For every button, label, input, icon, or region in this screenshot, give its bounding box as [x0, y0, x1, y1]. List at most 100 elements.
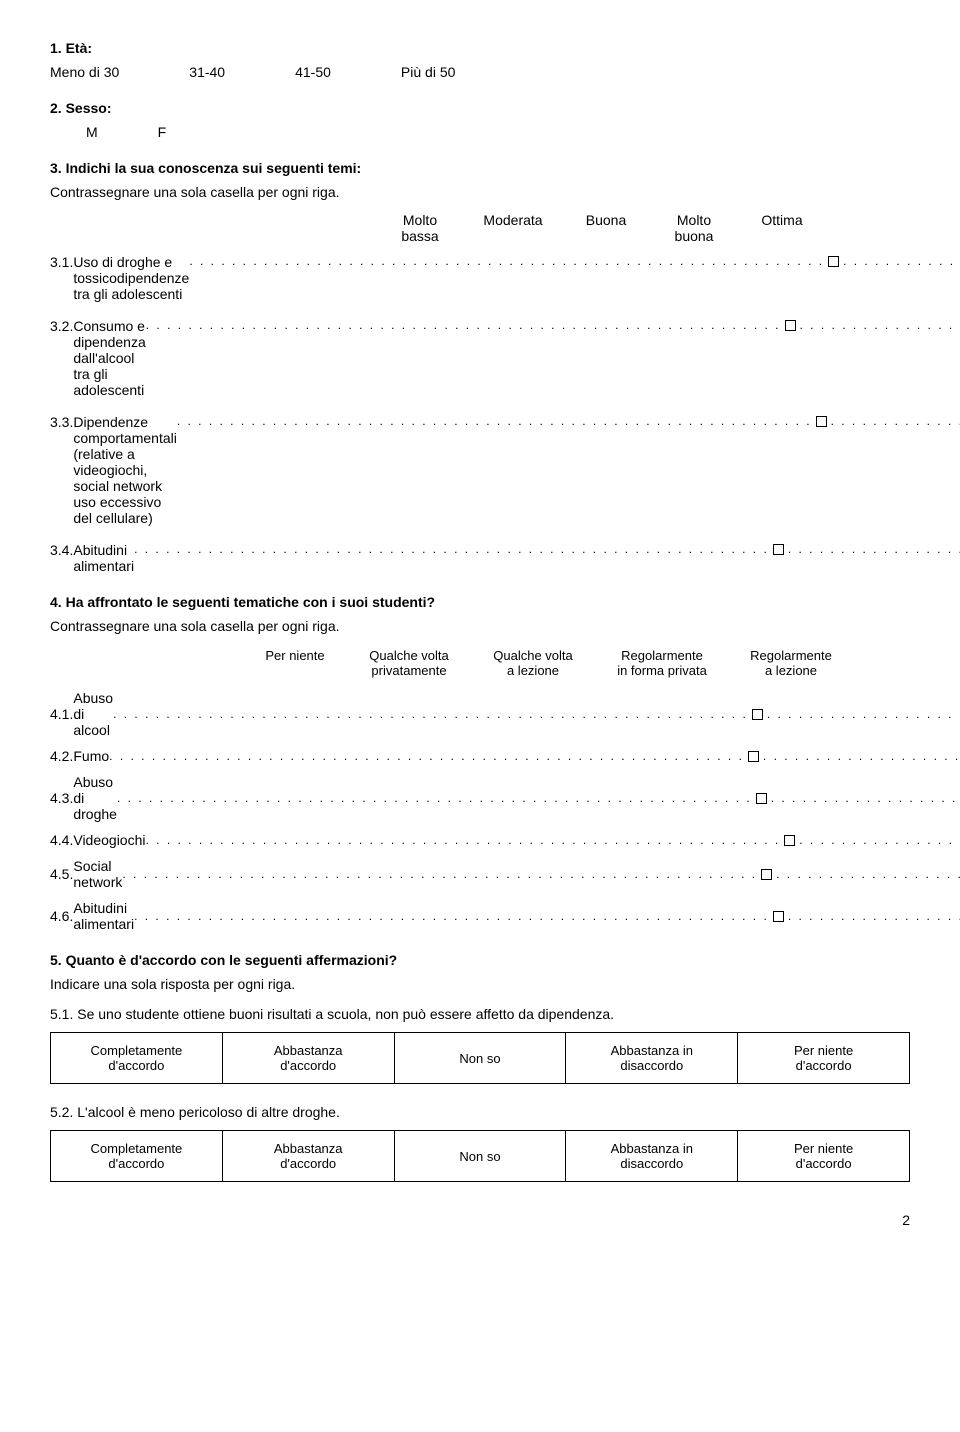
q1-opt-3[interactable]: Più di 50	[401, 64, 455, 80]
q1-opt-2[interactable]: 41-50	[295, 64, 331, 80]
q4-item-num: 4.6.	[50, 908, 73, 924]
q4-item-num: 4.2.	[50, 748, 73, 764]
q3-item-scale: . . . . . . . . . . . . . . . . . . . . …	[146, 318, 960, 332]
q3-item-num: 3.4.	[50, 542, 73, 558]
page-number: 2	[50, 1212, 910, 1228]
q4-item-scale: . . . . . . . . . . . . . . . . . . . . …	[134, 909, 960, 923]
q3-h3: Moltobuona	[664, 212, 724, 244]
q4-row: 4.1.Abuso di alcool. . . . . . . . . . .…	[50, 690, 910, 738]
q4-h2: Qualche voltaa lezione	[478, 648, 588, 678]
checkbox[interactable]	[761, 869, 772, 880]
question-1: 1. Età: Meno di 30 31-40 41-50 Più di 50	[50, 40, 910, 80]
q4-item-scale: . . . . . . . . . . . . . . . . . . . . …	[109, 749, 960, 763]
q4-item-scale: . . . . . . . . . . . . . . . . . . . . …	[117, 791, 960, 805]
q3-item-num: 3.3.	[50, 414, 73, 430]
q5-instruction: Indicare una sola risposta per ogni riga…	[50, 976, 910, 992]
q1-opt-0[interactable]: Meno di 30	[50, 64, 119, 80]
q3-item-scale: . . . . . . . . . . . . . . . . . . . . …	[177, 414, 960, 428]
q2-number: 2.	[50, 100, 62, 116]
q4-h4: Regolarmentea lezione	[736, 648, 846, 678]
q3-item-num: 3.2.	[50, 318, 73, 334]
question-4: 4. Ha affrontato le seguenti tematiche c…	[50, 594, 910, 932]
q3-title: Indichi la sua conoscenza sui seguenti t…	[66, 160, 362, 176]
checkbox[interactable]	[748, 751, 759, 762]
q3-h1: Moderata	[478, 212, 548, 244]
q5-item: 5.2. L'alcool è meno pericoloso di altre…	[50, 1104, 910, 1182]
checkbox[interactable]	[828, 256, 839, 267]
q3-h0: Moltobassa	[390, 212, 450, 244]
likert-cell[interactable]: Completamented'accordo	[51, 1131, 223, 1182]
checkbox[interactable]	[784, 835, 795, 846]
q3-row: 3.1.Uso di droghe e tossicodipendenzetra…	[50, 254, 910, 302]
checkbox[interactable]	[773, 911, 784, 922]
q2-opt-f[interactable]: F	[158, 124, 167, 140]
q1-number: 1.	[50, 40, 62, 56]
q4-row: 4.3.Abuso di droghe. . . . . . . . . . .…	[50, 774, 910, 822]
checkbox[interactable]	[773, 544, 784, 555]
likert-cell[interactable]: Per niented'accordo	[738, 1033, 910, 1084]
q3-item-scale: . . . . . . . . . . . . . . . . . . . . …	[134, 542, 960, 556]
q4-number: 4.	[50, 594, 62, 610]
q4-item-scale: . . . . . . . . . . . . . . . . . . . . …	[146, 833, 960, 847]
q4-item-label: Abuso di droghe	[73, 774, 117, 822]
q3-item-label: Consumo e dipendenza dall'alcooltra gli …	[73, 318, 145, 398]
question-2: 2. Sesso: M F	[50, 100, 910, 140]
q4-item-label: Social network	[73, 858, 122, 890]
q4-h0: Per niente	[250, 648, 340, 678]
q3-item-label: Dipendenze comportamentali(relative a vi…	[73, 414, 176, 526]
q3-row: 3.2.Consumo e dipendenza dall'alcooltra …	[50, 318, 910, 398]
question-5: 5. Quanto è d'accordo con le seguenti af…	[50, 952, 910, 1182]
q4-h3: Regolarmentein forma privata	[602, 648, 722, 678]
q1-options: Meno di 30 31-40 41-50 Più di 50	[50, 64, 910, 80]
q4-item-scale: . . . . . . . . . . . . . . . . . . . . …	[122, 867, 960, 881]
q3-row: 3.4.Abitudini alimentari. . . . . . . . …	[50, 542, 910, 574]
likert-cell[interactable]: Non so	[394, 1131, 566, 1182]
q2-options: M F	[86, 124, 910, 140]
likert-cell[interactable]: Abbastanza indisaccordo	[566, 1131, 738, 1182]
q4-row: 4.2.Fumo. . . . . . . . . . . . . . . . …	[50, 748, 910, 764]
checkbox[interactable]	[816, 416, 827, 427]
q5-item: 5.1. Se uno studente ottiene buoni risul…	[50, 1006, 910, 1084]
likert-cell[interactable]: Non so	[394, 1033, 566, 1084]
likert-cell[interactable]: Abbastanzad'accordo	[222, 1131, 394, 1182]
likert-cell[interactable]: Per niented'accordo	[738, 1131, 910, 1182]
q4-item-num: 4.4.	[50, 832, 73, 848]
q3-h4: Ottima	[752, 212, 812, 244]
q5-number: 5.	[50, 952, 62, 968]
q5-title: Quanto è d'accordo con le seguenti affer…	[66, 952, 398, 968]
q4-item-label: Fumo	[73, 748, 109, 764]
q4-item-num: 4.3.	[50, 790, 73, 806]
q4-row: 4.5.Social network. . . . . . . . . . . …	[50, 858, 910, 890]
q4-scale-header: Per niente Qualche voltaprivatamente Qua…	[250, 648, 910, 678]
q4-item-scale: . . . . . . . . . . . . . . . . . . . . …	[113, 707, 960, 721]
question-3: 3. Indichi la sua conoscenza sui seguent…	[50, 160, 910, 574]
q4-row: 4.4.Videogiochi. . . . . . . . . . . . .…	[50, 832, 910, 848]
q4-title: Ha affrontato le seguenti tematiche con …	[66, 594, 436, 610]
q4-h1: Qualche voltaprivatamente	[354, 648, 464, 678]
q4-item-num: 4.1.	[50, 706, 73, 722]
q4-row: 4.6.Abitudini alimentari. . . . . . . . …	[50, 900, 910, 932]
likert-cell[interactable]: Abbastanza indisaccordo	[566, 1033, 738, 1084]
likert-cell[interactable]: Abbastanzad'accordo	[222, 1033, 394, 1084]
q3-scale-header: Moltobassa Moderata Buona Moltobuona Ott…	[390, 212, 910, 244]
checkbox[interactable]	[785, 320, 796, 331]
q4-item-label: Abuso di alcool	[73, 690, 113, 738]
likert-table: Completamented'accordoAbbastanzad'accord…	[50, 1032, 910, 1084]
q2-opt-m[interactable]: M	[86, 124, 98, 140]
checkbox[interactable]	[756, 793, 767, 804]
checkbox[interactable]	[752, 709, 763, 720]
q1-opt-1[interactable]: 31-40	[189, 64, 225, 80]
q4-item-num: 4.5.	[50, 866, 73, 882]
q2-title: Sesso:	[66, 100, 112, 116]
q3-item-num: 3.1.	[50, 254, 73, 270]
q3-item-label: Uso di droghe e tossicodipendenzetra gli…	[73, 254, 189, 302]
q3-row: 3.3.Dipendenze comportamentali(relative …	[50, 414, 910, 526]
q5-item-text: 5.1. Se uno studente ottiene buoni risul…	[50, 1006, 910, 1022]
q4-item-label: Abitudini alimentari	[73, 900, 134, 932]
q3-instruction: Contrassegnare una sola casella per ogni…	[50, 184, 910, 200]
q4-instruction: Contrassegnare una sola casella per ogni…	[50, 618, 910, 634]
likert-cell[interactable]: Completamented'accordo	[51, 1033, 223, 1084]
q5-item-text: 5.2. L'alcool è meno pericoloso di altre…	[50, 1104, 910, 1120]
q3-item-label: Abitudini alimentari	[73, 542, 134, 574]
q3-item-scale: . . . . . . . . . . . . . . . . . . . . …	[189, 254, 960, 268]
